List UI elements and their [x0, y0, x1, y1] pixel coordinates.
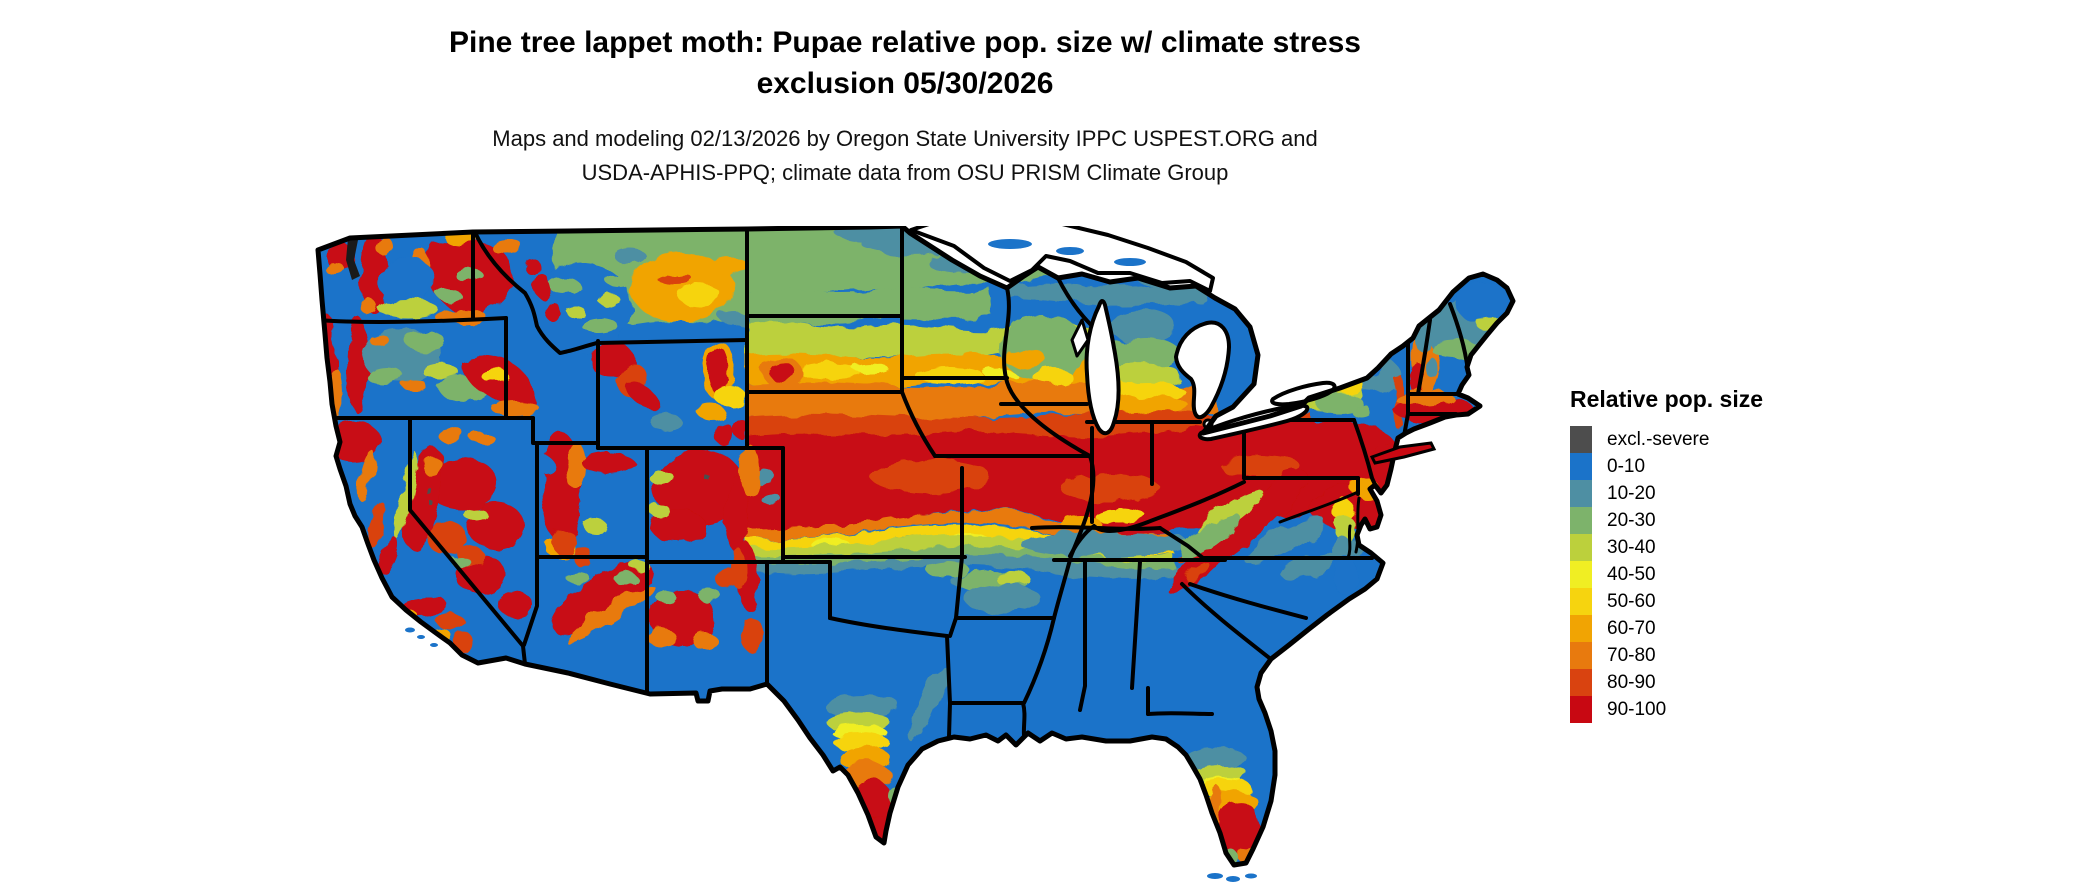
legend-swatch	[1570, 642, 1592, 669]
legend-row: excl.-severe	[1570, 426, 1810, 453]
legend-label: excl.-severe	[1607, 429, 1710, 450]
legend-label: 20-30	[1607, 510, 1656, 531]
conus-outline	[315, 226, 1516, 868]
legend: Relative pop. size excl.-severe 0-10 10-…	[1570, 386, 1810, 723]
legend-row: 40-50	[1570, 561, 1810, 588]
legend-row: 10-20	[1570, 480, 1810, 507]
legend-label: 0-10	[1607, 456, 1646, 477]
us-map-graphic	[315, 226, 1516, 882]
green-bay	[1070, 318, 1090, 358]
legend-swatch	[1570, 426, 1592, 453]
legend-row: 50-60	[1570, 588, 1810, 615]
lake-superior	[909, 226, 1215, 293]
great-lakes	[909, 226, 1337, 442]
legend-label: 70-80	[1607, 645, 1656, 666]
legend-label: 10-20	[1607, 483, 1656, 504]
state-borders	[318, 226, 1470, 747]
map-subtitle: Maps and modeling 02/13/2026 by Oregon S…	[0, 122, 1810, 190]
legend-row: 60-70	[1570, 615, 1810, 642]
legend-swatch	[1570, 561, 1592, 588]
legend-row: 0-10	[1570, 453, 1810, 480]
legend-swatch	[1570, 669, 1592, 696]
legend-label: 30-40	[1607, 537, 1656, 558]
legend-label: 40-50	[1607, 564, 1656, 585]
legend-row: 20-30	[1570, 507, 1810, 534]
puget-sound-water	[346, 238, 360, 280]
legend-label: 80-90	[1607, 672, 1656, 693]
legend-label: 50-60	[1607, 591, 1656, 612]
map-title: Pine tree lappet moth: Pupae relative po…	[0, 22, 1810, 104]
us-map	[310, 226, 1520, 890]
legend-row: 70-80	[1570, 642, 1810, 669]
legend-swatch	[1570, 453, 1592, 480]
map-subtitle-line2: USDA-APHIS-PPQ; climate data from OSU PR…	[581, 160, 1229, 185]
legend-swatch	[1570, 696, 1592, 723]
legend-title: Relative pop. size	[1570, 386, 1764, 412]
lake-huron	[1174, 320, 1231, 420]
legend-swatch	[1570, 507, 1592, 534]
legend-row: 80-90	[1570, 669, 1810, 696]
map-subtitle-line1: Maps and modeling 02/13/2026 by Oregon S…	[492, 126, 1318, 151]
map-raster-layer	[318, 226, 1513, 865]
legend-row: 30-40	[1570, 534, 1810, 561]
legend-swatch	[1570, 534, 1592, 561]
legend-swatch	[1570, 588, 1592, 615]
florida-keys	[1207, 873, 1257, 882]
map-title-line2: exclusion 05/30/2026	[756, 67, 1054, 100]
legend-label: 90-100	[1607, 699, 1667, 720]
lake-michigan	[1084, 299, 1121, 436]
legend-swatch	[1570, 480, 1592, 507]
legend-label: 60-70	[1607, 618, 1656, 639]
long-island	[1369, 441, 1437, 465]
legend-items: excl.-severe 0-10 10-20 20-30 30-40 40-5…	[1570, 426, 1810, 723]
channel-islands	[405, 627, 438, 647]
legend-row: 90-100	[1570, 696, 1810, 723]
legend-swatch	[1570, 615, 1592, 642]
map-title-line1: Pine tree lappet moth: Pupae relative po…	[449, 26, 1361, 59]
